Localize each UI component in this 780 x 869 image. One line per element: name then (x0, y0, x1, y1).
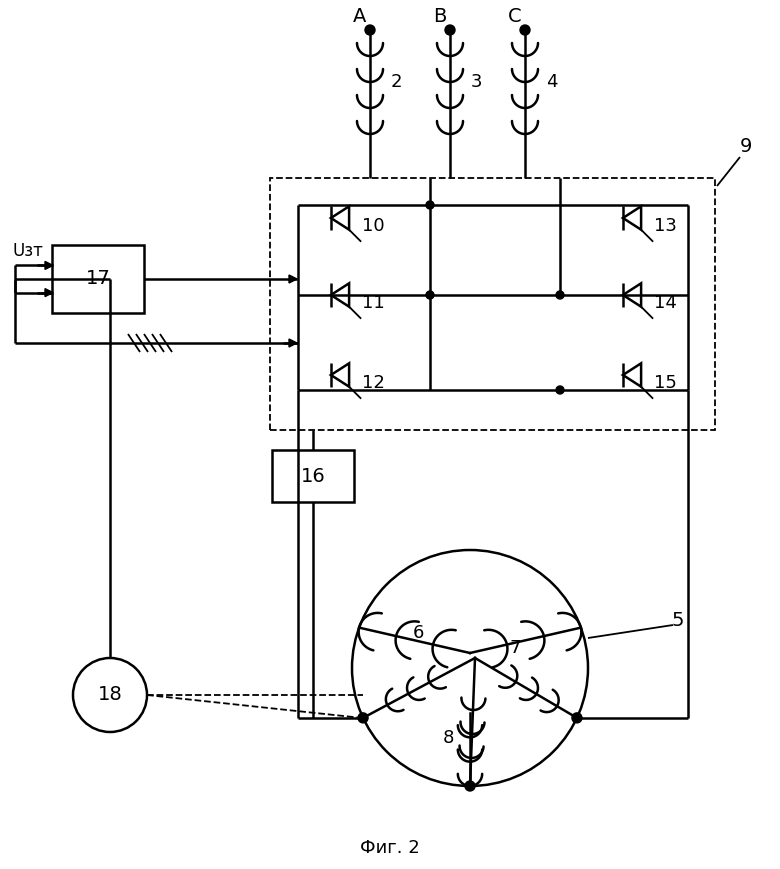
Circle shape (426, 291, 434, 299)
Text: 2: 2 (391, 73, 402, 91)
Text: 12: 12 (362, 374, 385, 392)
Polygon shape (45, 289, 53, 296)
Circle shape (365, 25, 375, 35)
Text: Uзт: Uзт (13, 242, 44, 261)
Text: 14: 14 (654, 294, 677, 312)
Bar (52, 245, 144, 313)
Text: B: B (434, 6, 447, 25)
Text: 8: 8 (442, 729, 454, 747)
Polygon shape (45, 262, 53, 269)
Bar (270, 178, 715, 430)
Text: 17: 17 (86, 269, 111, 289)
Text: 9: 9 (739, 137, 752, 156)
Text: 5: 5 (672, 611, 684, 629)
Circle shape (520, 25, 530, 35)
Polygon shape (289, 339, 297, 347)
Text: 4: 4 (546, 73, 558, 91)
Text: 11: 11 (362, 294, 385, 312)
Text: 18: 18 (98, 686, 122, 705)
Text: Фиг. 2: Фиг. 2 (360, 839, 420, 857)
Text: 10: 10 (362, 217, 385, 235)
Text: 13: 13 (654, 217, 677, 235)
Circle shape (556, 291, 564, 299)
Circle shape (445, 25, 455, 35)
Text: 15: 15 (654, 374, 677, 392)
Text: 6: 6 (413, 624, 424, 642)
Polygon shape (289, 275, 297, 283)
Circle shape (465, 781, 475, 791)
Text: A: A (353, 6, 367, 25)
Circle shape (556, 386, 564, 394)
Text: 16: 16 (300, 467, 325, 486)
Text: 3: 3 (471, 73, 483, 91)
Circle shape (572, 713, 582, 723)
Circle shape (426, 201, 434, 209)
Circle shape (358, 713, 368, 723)
Text: 7: 7 (509, 639, 521, 657)
Text: C: C (509, 6, 522, 25)
Bar (272, 450, 354, 502)
